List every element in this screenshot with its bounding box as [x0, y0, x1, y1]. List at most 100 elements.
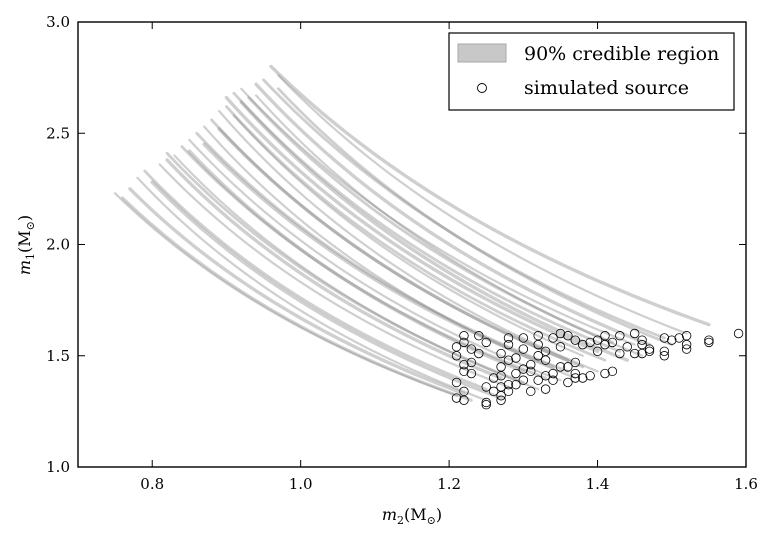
simulated-source-point: [518, 333, 529, 343]
credible-region-band: [277, 87, 674, 347]
simulated-source-point: [474, 331, 484, 341]
simulated-source-point: [637, 339, 647, 350]
simulated-source-point: [578, 339, 588, 350]
credible-region-band: [136, 176, 488, 402]
simulated-source-point: [511, 379, 521, 390]
simulated-source-point: [600, 368, 610, 379]
simulated-source-point: [533, 351, 543, 361]
simulated-source-point: [585, 337, 595, 348]
legend-label-simulated-source: simulated source: [524, 77, 689, 99]
simulated-source-point: [540, 371, 551, 381]
simulated-source-point: [592, 346, 603, 357]
simulated-source-point: [526, 386, 536, 397]
simulated-source-point: [488, 386, 499, 397]
credible-region-band: [180, 145, 547, 380]
simulated-source-point: [681, 344, 692, 354]
simulated-source-point: [459, 386, 469, 397]
simulated-source-point: [496, 348, 506, 359]
simulated-source-point: [503, 379, 514, 390]
simulated-source-point: [629, 328, 640, 339]
y-tick-label: 1.5: [46, 347, 70, 365]
credible-region-band: [210, 118, 585, 369]
simulated-source-point: [607, 337, 618, 348]
simulated-source-point: [488, 373, 499, 383]
simulated-source-point: [503, 339, 514, 350]
credible-region-band: [121, 196, 473, 402]
credible-region-band: [128, 187, 466, 396]
credible-region-band: [240, 87, 636, 346]
simulated-source-point: [474, 348, 484, 359]
y-axis-label: m1(M⊙): [15, 215, 37, 275]
simulated-source-point: [466, 357, 477, 368]
y-tick-label: 2.0: [46, 236, 70, 254]
simulated-source-point: [555, 342, 566, 352]
simulated-source-point: [451, 393, 462, 403]
simulated-source-point: [526, 366, 536, 377]
x-axis-label: m2(M⊙): [382, 505, 442, 527]
simulated-source-point: [466, 344, 477, 354]
credible-region-band: [217, 127, 570, 362]
simulated-source-point: [585, 371, 595, 381]
simulated-source-point: [570, 373, 580, 383]
simulated-source-point: [674, 333, 684, 343]
credible-region-band: [202, 142, 555, 369]
simulated-source-point: [496, 395, 506, 405]
simulated-source-point: [481, 337, 491, 348]
simulated-source-point: [578, 373, 588, 383]
credible-region-band: [239, 100, 629, 362]
x-tick-label: 1.6: [734, 475, 758, 493]
credible-region-band: [247, 96, 614, 344]
simulated-source-point: [540, 384, 551, 394]
simulated-source-point: [600, 331, 610, 341]
simulated-source-point: [563, 362, 573, 372]
simulated-source-point: [570, 357, 580, 368]
legend: 90% credible region simulated source: [448, 32, 735, 111]
simulated-source-point: [459, 337, 469, 348]
credible-region-band: [114, 192, 458, 397]
simulated-source-point: [518, 364, 529, 374]
simulated-source-point: [570, 335, 580, 345]
simulated-source-point: [637, 335, 647, 345]
simulated-source-point: [451, 377, 462, 388]
legend-marker-simulated-source: [477, 83, 487, 93]
credible-region-band: [217, 109, 599, 373]
credible-region-band: [277, 74, 688, 335]
credible-region-band: [150, 180, 503, 400]
x-tick-label: 1.4: [586, 475, 610, 493]
simulated-source-point: [704, 337, 714, 348]
simulated-source-point: [459, 359, 469, 370]
simulated-source-point: [533, 331, 543, 341]
simulated-source-point: [629, 348, 640, 359]
credible-region-band: [254, 82, 652, 347]
simulated-source-point: [496, 382, 506, 392]
simulated-source-point: [644, 344, 655, 354]
simulated-source-point: [496, 362, 506, 372]
simulated-source-point: [659, 346, 670, 357]
simulated-source-point: [733, 328, 744, 339]
simulated-source-point: [511, 368, 521, 379]
simulated-source-points: [451, 328, 744, 410]
simulated-source-point: [481, 400, 491, 410]
x-axis-ticks: 0.8 1.0 1.2 1.4 1.6: [140, 22, 758, 493]
simulated-source-point: [607, 366, 618, 377]
y-tick-label: 2.5: [46, 124, 70, 142]
simulated-source-point: [622, 342, 632, 352]
simulated-source-point: [526, 359, 536, 370]
credible-region-band: [158, 163, 510, 388]
simulated-source-point: [481, 382, 491, 392]
simulated-source-point: [704, 335, 714, 345]
simulated-source-point: [459, 366, 469, 377]
simulated-source-point: [548, 368, 558, 379]
simulated-source-point: [451, 342, 462, 352]
simulated-source-point: [667, 335, 677, 345]
y-axis-ticks: 1.0 1.5 2.0 2.5 3.0: [46, 13, 746, 476]
simulated-source-point: [659, 333, 670, 343]
simulated-source-point: [615, 348, 625, 359]
credible-region-band: [188, 138, 562, 382]
simulated-source-point: [459, 331, 469, 341]
simulated-source-point: [592, 335, 603, 345]
x-tick-label: 1.2: [437, 475, 461, 493]
credible-region-bands: [114, 64, 711, 402]
simulated-source-point: [481, 397, 491, 408]
simulated-source-point: [540, 346, 551, 357]
